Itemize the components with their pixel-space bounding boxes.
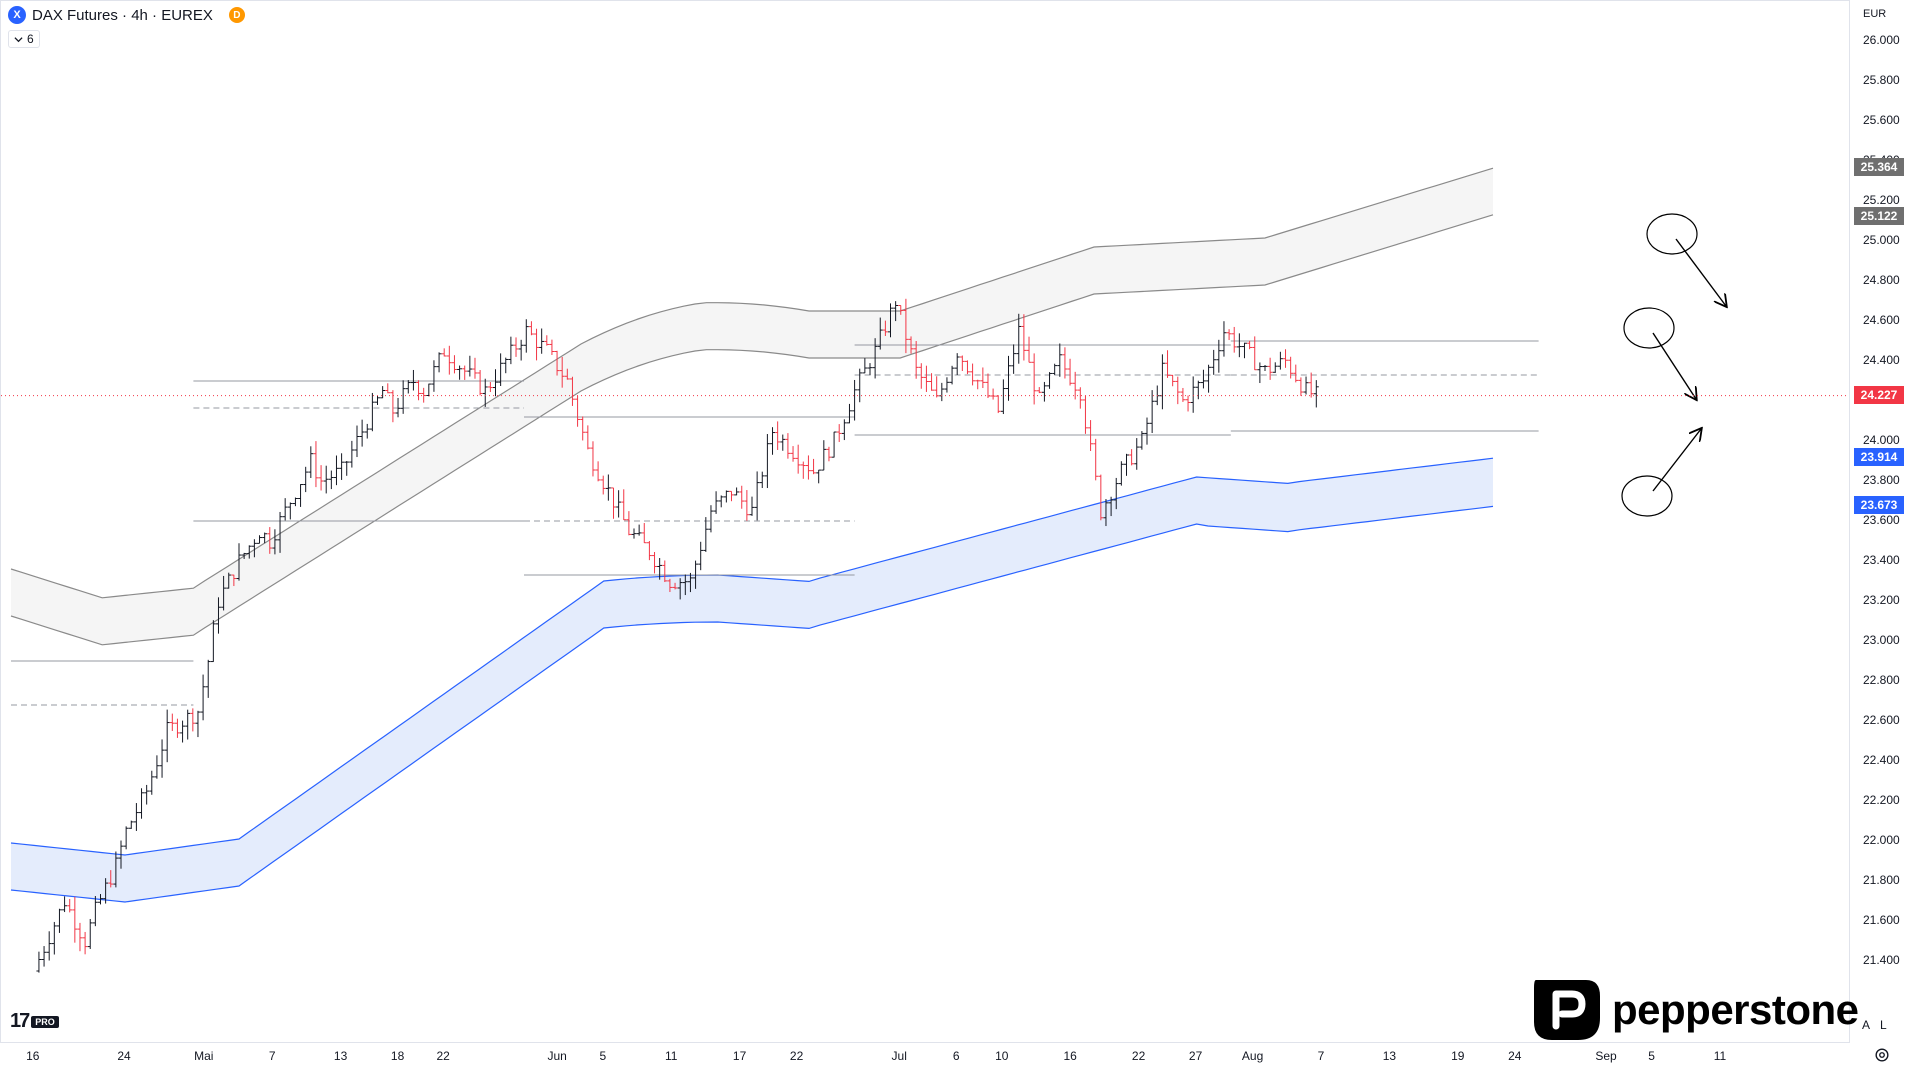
- auto-scale-button[interactable]: A: [1862, 1018, 1871, 1032]
- time-label: 13: [333, 1049, 348, 1063]
- price-label: 23.600: [1863, 513, 1900, 527]
- projection-arrow: [1652, 332, 1696, 399]
- price-label: 23.800: [1863, 473, 1900, 487]
- chevron-down-icon: [14, 36, 23, 42]
- price-chart[interactable]: [1, 1, 1850, 1043]
- chart-header: X DAX Futures · 4h · EUREX D: [8, 6, 245, 24]
- price-tag: 24.227: [1854, 385, 1904, 404]
- time-label: 11: [1713, 1049, 1727, 1063]
- price-label: 22.000: [1863, 833, 1900, 847]
- time-label: 6: [952, 1049, 960, 1063]
- gear-icon[interactable]: [1873, 1046, 1891, 1064]
- price-tag: 25.364: [1854, 158, 1904, 177]
- chart-area[interactable]: [0, 0, 1850, 1043]
- lower-band-top-line: [10, 457, 1494, 856]
- projection-circle: [1623, 307, 1675, 349]
- time-label: 5: [599, 1049, 607, 1063]
- price-label: 22.400: [1863, 753, 1900, 767]
- price-label: 23.000: [1863, 633, 1900, 647]
- price-label: 21.800: [1863, 873, 1900, 887]
- upper-band-fill: [11, 168, 1493, 645]
- currency-label[interactable]: EUR: [1863, 8, 1887, 20]
- lower-band-fill: [11, 458, 1493, 902]
- pepperstone-watermark: pepperstone: [1530, 978, 1859, 1042]
- axis-buttons: A L: [1862, 1018, 1887, 1032]
- price-label: 22.800: [1863, 673, 1900, 687]
- projection-circle: [1621, 475, 1673, 517]
- time-axis[interactable]: 16 24 Mai 7 13 18 22 Jun 5 11 17 22 Jul 6 10 16 22 27 Aug 7…: [0, 1043, 1850, 1069]
- price-label: 24.400: [1863, 353, 1900, 367]
- time-label: Jun: [547, 1049, 567, 1063]
- time-label: 18: [390, 1049, 405, 1063]
- upper-band-top-line: [10, 167, 1494, 599]
- price-tag: 23.673: [1854, 496, 1904, 515]
- time-label: 16: [1063, 1049, 1077, 1063]
- projection-arrow: [1652, 429, 1701, 492]
- price-label: 23.200: [1863, 593, 1900, 607]
- price-tag: 25.122: [1854, 206, 1904, 225]
- price-label: 25.600: [1863, 113, 1900, 127]
- projection-circle: [1646, 213, 1698, 255]
- time-label: 13: [1382, 1049, 1397, 1063]
- price-label: 23.400: [1863, 553, 1900, 567]
- tradingview-mark: 17: [10, 1010, 30, 1032]
- time-label: Sep: [1595, 1049, 1617, 1063]
- projection-arrow: [1675, 238, 1726, 306]
- pro-badge: PRO: [31, 1015, 59, 1028]
- tradingview-logo[interactable]: 17 PRO: [10, 1010, 59, 1033]
- pepperstone-logo-icon: [1534, 980, 1600, 1040]
- brand-name: pepperstone: [1612, 986, 1859, 1033]
- indicator-count: 6: [27, 32, 34, 46]
- price-label: 21.600: [1863, 913, 1900, 927]
- symbol-logo-icon[interactable]: X: [8, 6, 26, 24]
- time-label: 24: [1508, 1049, 1522, 1063]
- price-label: 26.000: [1863, 33, 1900, 47]
- price-label: 24.000: [1863, 433, 1900, 447]
- price-label: 24.800: [1863, 273, 1900, 287]
- price-label: 25.000: [1863, 233, 1900, 247]
- upper-band-bottom-line: [10, 214, 1494, 646]
- data-badge-icon[interactable]: D: [228, 7, 245, 23]
- time-label: 22: [1131, 1049, 1146, 1063]
- time-label: Aug: [1241, 1049, 1264, 1063]
- price-label: 25.800: [1863, 73, 1900, 87]
- price-tag: 23.914: [1854, 448, 1904, 467]
- time-label: 22: [436, 1049, 450, 1063]
- price-label: 22.200: [1863, 793, 1900, 807]
- price-label: 21.400: [1863, 953, 1900, 967]
- time-label: 24: [117, 1049, 131, 1063]
- time-label: Mai: [194, 1049, 214, 1063]
- lower-band-bottom-line: [10, 505, 1494, 903]
- time-label: 10: [995, 1049, 1009, 1063]
- time-label: 27: [1188, 1049, 1203, 1063]
- log-scale-button[interactable]: L: [1880, 1018, 1887, 1032]
- time-label: 7: [1317, 1049, 1325, 1063]
- indicator-toggle[interactable]: 6: [8, 30, 40, 48]
- chart-title[interactable]: DAX Futures · 4h · EUREX: [32, 6, 213, 24]
- time-label: Jul: [891, 1049, 907, 1063]
- price-label: 24.600: [1863, 313, 1900, 327]
- time-label: 17: [732, 1049, 747, 1063]
- time-label: 16: [26, 1049, 40, 1063]
- time-label: 19: [1451, 1049, 1465, 1063]
- time-label: 5: [1648, 1049, 1655, 1063]
- price-label: 22.600: [1863, 713, 1900, 727]
- price-label: 25.200: [1863, 193, 1900, 207]
- time-label: 7: [268, 1049, 276, 1063]
- price-axis[interactable]: EUR 26.00025.80025.60025.40025.20025.000…: [1850, 0, 1909, 1043]
- time-label: 22: [789, 1049, 804, 1063]
- time-label: 11: [664, 1049, 678, 1063]
